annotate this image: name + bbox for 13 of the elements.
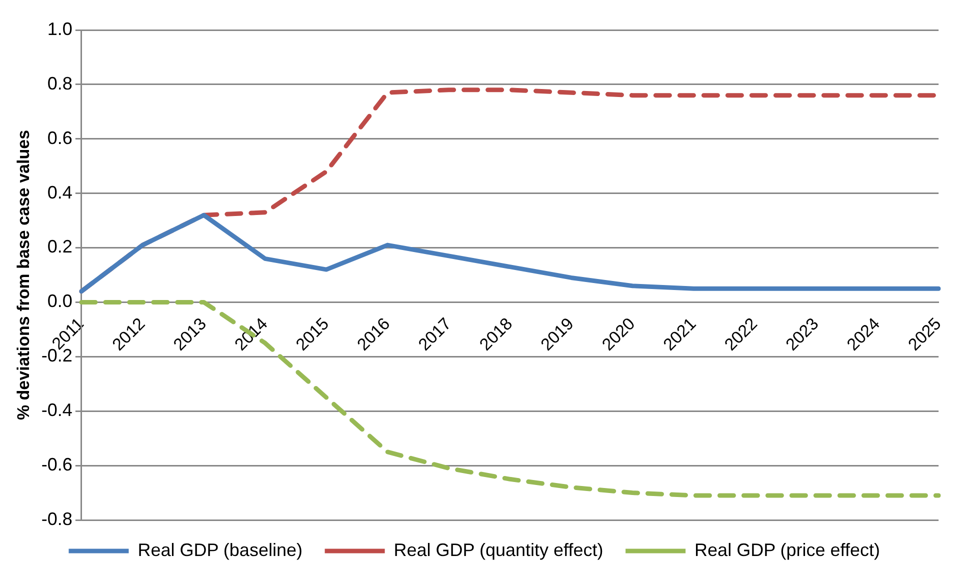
y-tick-label: 0.6 — [47, 128, 72, 148]
y-tick-label: 0.4 — [47, 182, 72, 202]
y-tick-label: -0.6 — [41, 454, 72, 475]
legend-label: Real GDP (price effect) — [694, 540, 880, 560]
y-tick-label: -0.8 — [41, 508, 72, 529]
y-tick-label: 1.0 — [47, 18, 72, 39]
y-tick-label: -0.4 — [41, 400, 72, 420]
y-axis-title: % deviations from base case values — [14, 130, 33, 420]
y-tick-label: 0.2 — [47, 236, 72, 257]
y-tick-label: 0.8 — [47, 73, 72, 94]
legend-label: Real GDP (baseline) — [138, 540, 302, 560]
y-tick-label: 0.0 — [47, 291, 72, 312]
legend-label: Real GDP (quantity effect) — [394, 540, 604, 560]
